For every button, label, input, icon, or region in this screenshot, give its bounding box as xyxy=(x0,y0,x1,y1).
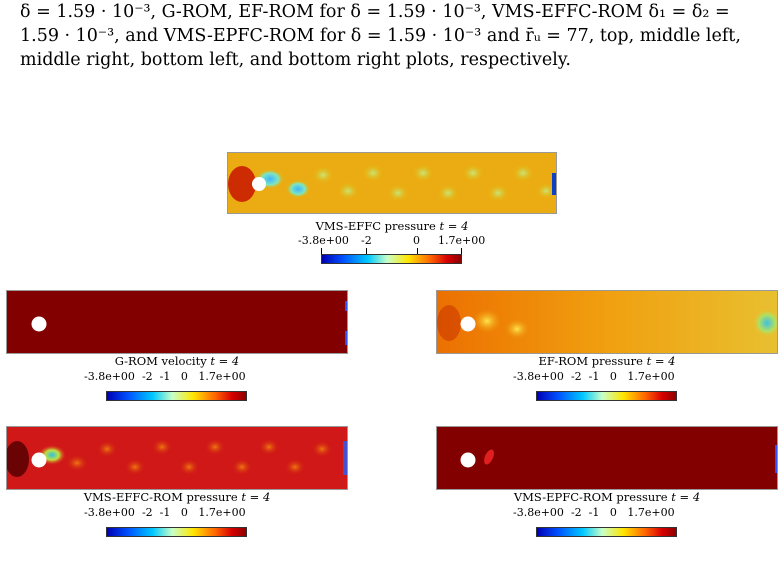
top-colorbar-t2: 0 xyxy=(413,234,420,247)
mid-right-field-plot xyxy=(436,290,778,354)
caption-line-2: 1.59 · 10⁻³, and VMS-EPFC-ROM for δ = 1.… xyxy=(20,26,741,46)
top-colorbar-max: 1.7e+00 xyxy=(438,234,486,247)
bot-right-field-image xyxy=(437,427,777,489)
top-colorbar xyxy=(321,254,462,264)
bot-right-field-plot xyxy=(436,426,778,490)
caption-line-1: δ = 1.59 · 10⁻³, G-ROM, EF-ROM for δ = 1… xyxy=(20,2,730,22)
top-colorbar-tick xyxy=(366,248,367,254)
bot-left-field-image xyxy=(7,427,347,489)
bot-right-colorbar xyxy=(536,527,677,537)
mid-left-field-image xyxy=(7,291,347,353)
mid-left-colorbar-labels: -3.8e+00 -2 -1 0 1.7e+00 xyxy=(84,370,246,383)
bot-left-colorbar xyxy=(106,527,247,537)
mid-right-field-image xyxy=(437,291,777,353)
top-colorbar-tick xyxy=(321,248,322,254)
mid-right-plot-title: EF-ROM pressure t = 4 xyxy=(538,354,676,368)
mid-left-colorbar xyxy=(106,391,247,401)
bot-left-field-plot xyxy=(6,426,348,490)
top-field-image xyxy=(228,153,556,213)
mid-left-plot-title: G-ROM velocity t = 4 xyxy=(114,354,240,368)
top-colorbar-t1: -2 xyxy=(361,234,372,247)
mid-left-field-plot xyxy=(6,290,348,354)
top-field-plot xyxy=(227,152,557,214)
bot-left-colorbar-labels: -3.8e+00 -2 -1 0 1.7e+00 xyxy=(84,506,246,519)
mid-right-colorbar xyxy=(536,391,677,401)
bot-right-plot-title: VMS-EPFC-ROM pressure t = 4 xyxy=(513,490,701,504)
top-colorbar-tick xyxy=(461,248,462,254)
mid-right-colorbar-labels: -3.8e+00 -2 -1 0 1.7e+00 xyxy=(513,370,675,383)
bot-right-colorbar-labels: -3.8e+00 -2 -1 0 1.7e+00 xyxy=(513,506,675,519)
top-plot-title: VMS-EFFC pressure t = 4 xyxy=(315,219,469,233)
bot-left-plot-title: VMS-EFFC-ROM pressure t = 4 xyxy=(83,490,271,504)
top-colorbar-tick xyxy=(417,248,418,254)
caption-line-3: middle right, bottom left, and bottom ri… xyxy=(20,50,571,70)
figure-caption: δ = 1.59 · 10⁻³, G-ROM, EF-ROM for δ = 1… xyxy=(20,0,775,72)
top-colorbar-min: -3.8e+00 xyxy=(298,234,349,247)
